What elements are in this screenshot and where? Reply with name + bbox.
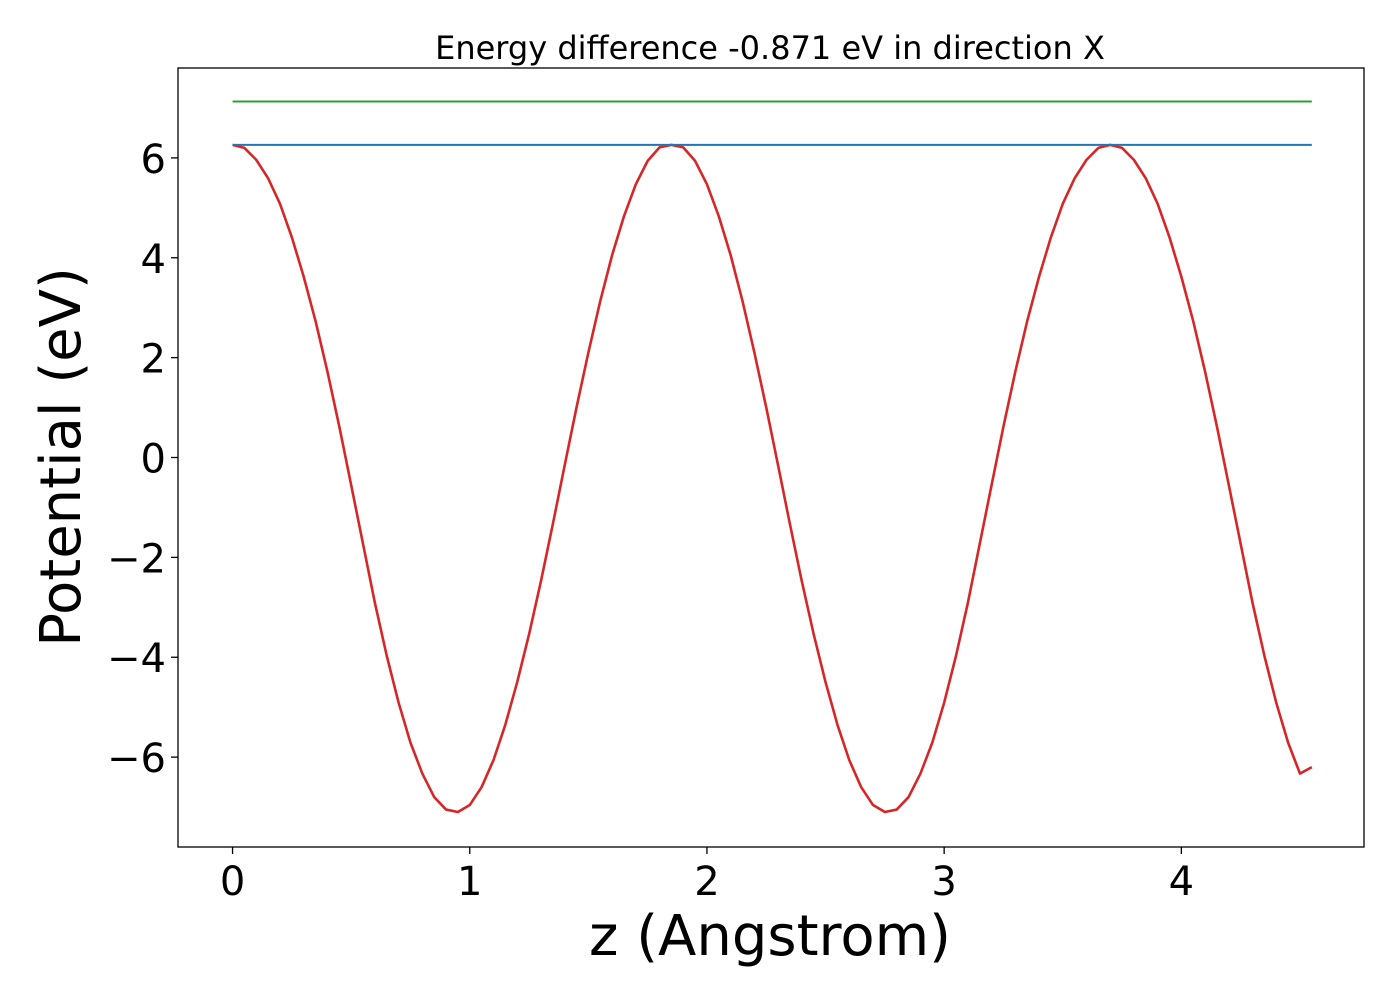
- x-tick-label: 0: [220, 859, 245, 905]
- y-axis: −6 −4 −2 0 2 4 6: [107, 137, 178, 782]
- y-tick-label: 4: [141, 237, 166, 283]
- y-tick-label: −6: [107, 736, 166, 782]
- series-layer: [232, 100, 1313, 814]
- x-tick-label: 4: [1169, 859, 1194, 905]
- y-tick-label: 6: [141, 137, 166, 183]
- y-tick-label: 0: [141, 437, 166, 483]
- y-tick-label: −4: [107, 636, 166, 682]
- x-tick-label: 3: [931, 859, 956, 905]
- y-tick-label: 2: [141, 337, 166, 383]
- x-axis: 0 1 2 3 4: [220, 847, 1194, 905]
- y-axis-label: Potential (eV): [29, 267, 94, 647]
- plot-frame: [177, 67, 1365, 848]
- x-axis-label: z (Angstrom): [589, 904, 951, 969]
- chart-title: Energy difference -0.871 eV in direction…: [435, 29, 1105, 67]
- potential-series-line: [232, 143, 1313, 814]
- y-tick-label: −2: [107, 536, 166, 582]
- x-tick-label: 2: [694, 859, 719, 905]
- x-tick-label: 1: [457, 859, 482, 905]
